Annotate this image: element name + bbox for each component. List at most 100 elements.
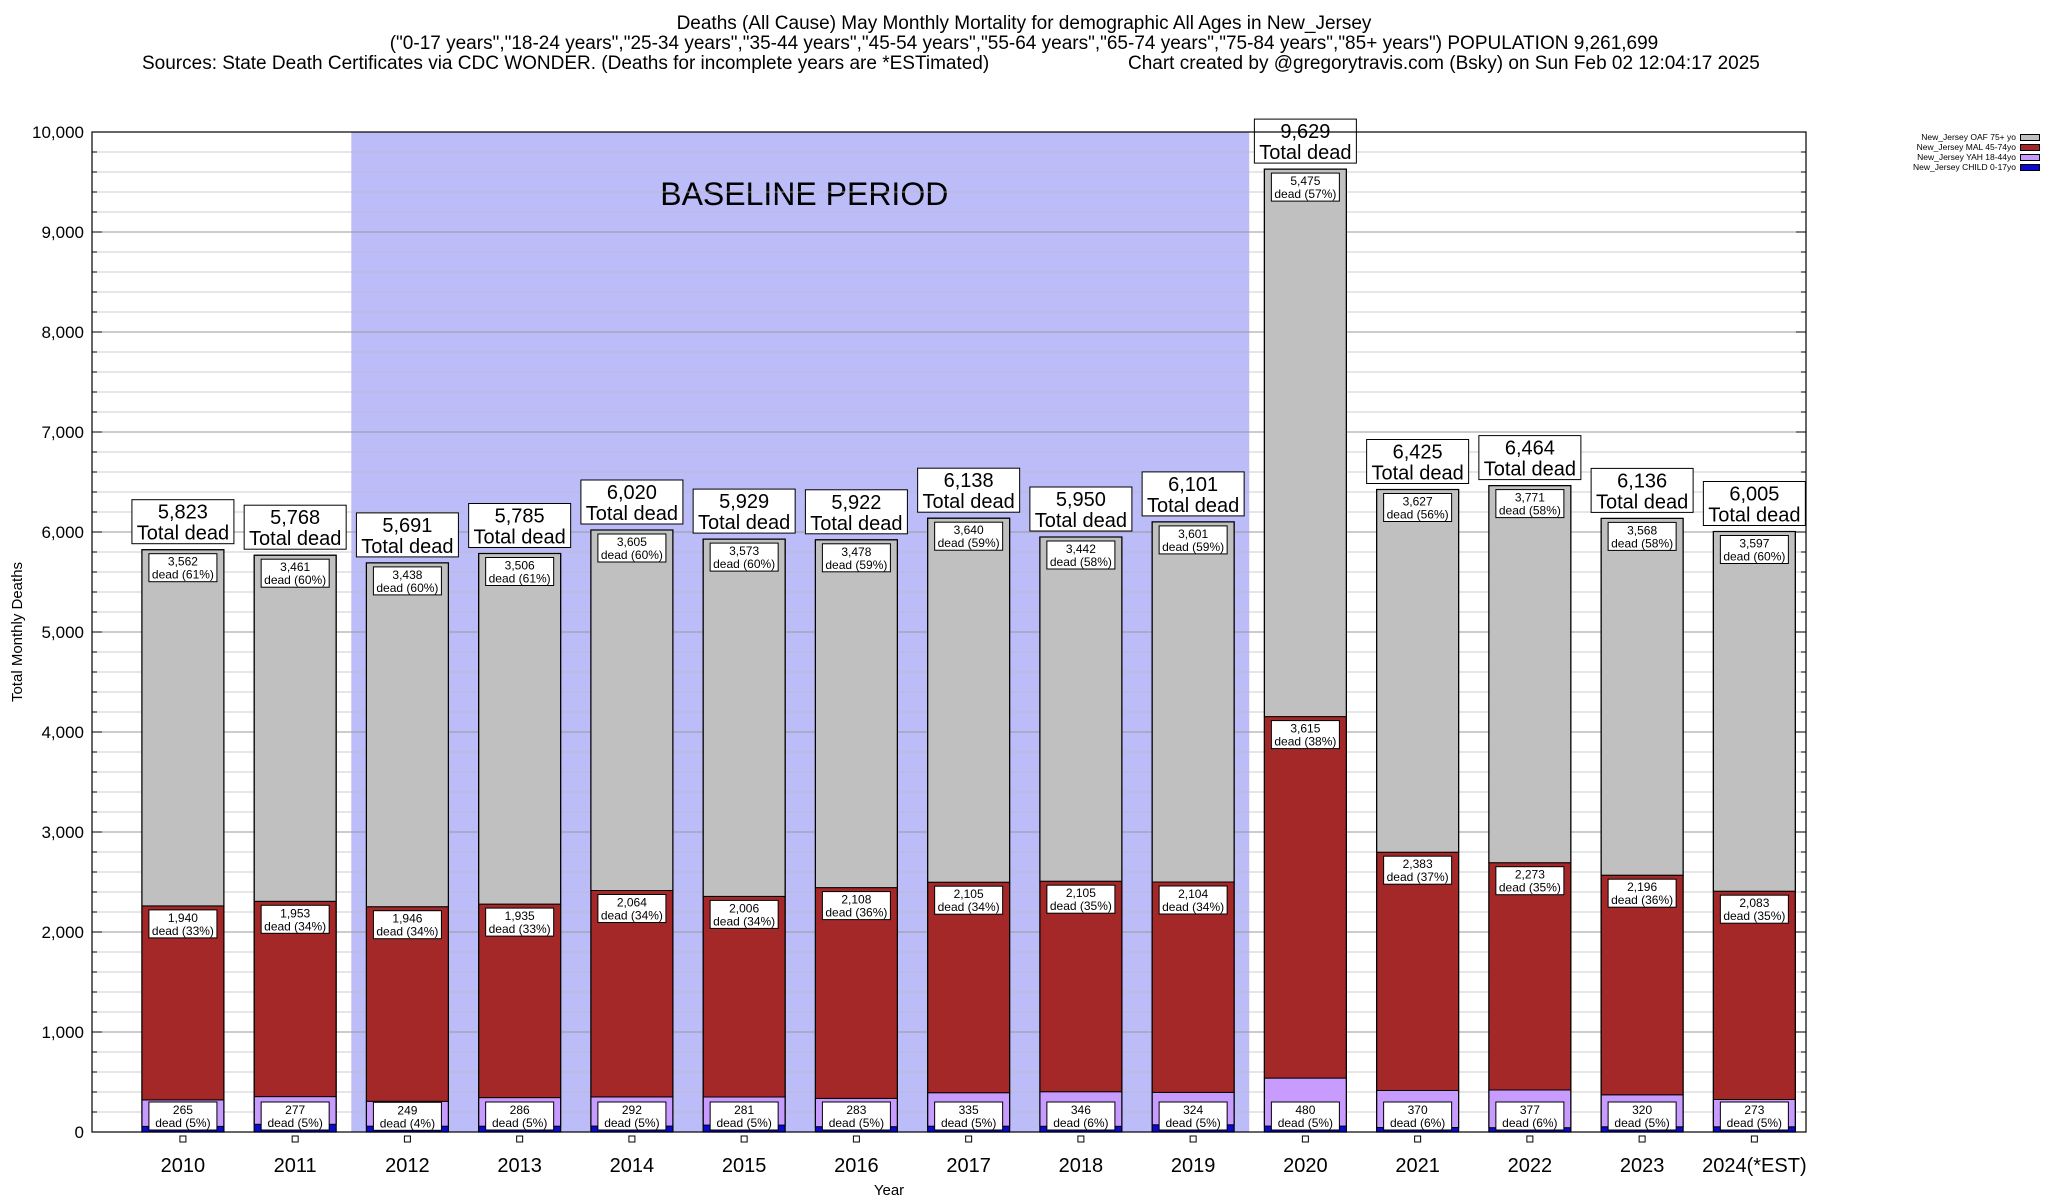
- bar-segment-oaf: [927, 517, 1011, 883]
- segment-pct-label: dead (6%): [1390, 1116, 1445, 1130]
- segment-label-box: [1495, 489, 1565, 519]
- total-label-box: [1366, 439, 1470, 484]
- segment-pct-label: dead (33%): [489, 922, 551, 936]
- total-value-label: 6,425: [1393, 442, 1443, 464]
- x-tick-label: 2021: [1395, 1155, 1440, 1177]
- bar-segment-mal: [1151, 881, 1235, 1093]
- segment-value-label: 2,104: [1178, 887, 1208, 901]
- x-tick-label: 2011: [274, 1155, 317, 1177]
- segment-value-label: 283: [846, 1103, 866, 1117]
- y-tick-label: 7,000: [41, 423, 84, 442]
- segment-pct-label: dead (58%): [1611, 536, 1673, 550]
- segment-value-label: 335: [959, 1103, 979, 1117]
- child-value-marker: [1526, 1135, 1534, 1143]
- segment-label-box: [597, 1101, 667, 1131]
- segment-value-label: 286: [510, 1103, 530, 1117]
- bar-segment-mal: [590, 890, 674, 1098]
- segment-label-box: [709, 1101, 779, 1131]
- segment-value-label: 292: [622, 1103, 642, 1117]
- legend-item-child: New_Jersey CHILD 0-17yo: [1860, 162, 2040, 172]
- segment-value-label: 2,108: [841, 893, 871, 907]
- segment-pct-label: dead (58%): [1499, 504, 1561, 518]
- segment-label-box: [260, 558, 330, 588]
- segment-label-box: [148, 553, 218, 583]
- chart-subtitle: ("0-17 years","18-24 years","25-34 years…: [389, 33, 1659, 54]
- segment-label-box: [597, 533, 667, 563]
- segment-label-box: [1270, 720, 1340, 750]
- segment-label-box: [372, 910, 442, 940]
- total-caption-label: Total dead: [474, 527, 566, 549]
- legend-swatch-oaf: [2020, 134, 2040, 141]
- segment-label-box: [1719, 535, 1789, 564]
- sources-note: Sources: State Death Certificates via CD…: [142, 53, 990, 74]
- segment-value-label: 2,105: [954, 887, 984, 901]
- total-label-box: [804, 489, 908, 535]
- segment-value-label: 2,064: [617, 896, 647, 910]
- segment-label-box: [1607, 521, 1677, 551]
- segment-label-box: [1383, 855, 1453, 885]
- child-value-marker: [1750, 1135, 1758, 1143]
- x-tick-label: 2023: [1620, 1155, 1665, 1177]
- segment-pct-label: dead (34%): [713, 914, 775, 928]
- total-label-box: [1702, 481, 1806, 526]
- total-value-label: 5,929: [719, 491, 769, 513]
- y-tick-label: 1,000: [41, 1023, 84, 1042]
- total-value-label: 6,464: [1505, 438, 1555, 460]
- total-value-label: 6,020: [607, 482, 657, 504]
- x-tick-label: 2024(*EST): [1702, 1155, 1807, 1177]
- segment-pct-label: dead (6%): [1502, 1116, 1557, 1130]
- segment-pct-label: dead (35%): [1050, 899, 1112, 913]
- legend-swatch-mal: [2020, 144, 2040, 151]
- total-value-label: 5,785: [495, 506, 545, 528]
- total-label-box: [1141, 471, 1245, 517]
- total-caption-label: Total dead: [1035, 510, 1127, 532]
- total-label-box: [355, 512, 459, 558]
- child-value-marker: [1077, 1135, 1085, 1143]
- legend-label-oaf: New_Jersey OAF 75+ yo: [1921, 132, 2016, 142]
- y-tick-label: 5,000: [41, 623, 84, 642]
- segment-value-label: 277: [285, 1103, 305, 1117]
- segment-pct-label: dead (6%): [1053, 1116, 1108, 1130]
- bar-segment-oaf: [141, 549, 225, 907]
- y-tick-label: 2,000: [41, 923, 84, 942]
- segment-label-box: [1607, 1101, 1677, 1131]
- segment-label-box: [1383, 493, 1453, 522]
- total-label-box: [580, 479, 684, 525]
- segment-value-label: 249: [397, 1103, 417, 1117]
- bar-segment-oaf: [253, 554, 337, 902]
- bar-segment-mal: [1263, 716, 1347, 1079]
- segment-value-label: 3,601: [1178, 527, 1208, 541]
- segment-value-label: 3,615: [1290, 722, 1320, 736]
- segment-pct-label: dead (5%): [604, 1116, 659, 1130]
- total-label-box: [1478, 435, 1582, 481]
- segment-label-box: [260, 1101, 330, 1131]
- child-value-marker: [1301, 1135, 1309, 1143]
- segment-pct-label: dead (34%): [601, 909, 663, 923]
- segment-pct-label: dead (57%): [1274, 187, 1336, 201]
- total-label-box: [243, 504, 347, 550]
- x-tick-label: 2017: [946, 1155, 991, 1177]
- bar-segment-mal: [253, 900, 337, 1098]
- total-value-label: 5,768: [270, 507, 320, 529]
- segment-value-label: 3,597: [1739, 537, 1769, 551]
- segment-value-label: 2,083: [1739, 896, 1769, 910]
- segment-pct-label: dead (59%): [938, 536, 1000, 550]
- segment-value-label: 3,573: [729, 544, 759, 558]
- bar-segment-mal: [1712, 890, 1796, 1101]
- x-axis-title: Year: [874, 1182, 904, 1199]
- segment-label-box: [821, 891, 891, 921]
- segment-label-box: [821, 543, 891, 573]
- child-value-marker: [403, 1135, 411, 1143]
- segment-label-box: [1270, 1101, 1340, 1131]
- legend-item-oaf: New_Jersey OAF 75+ yo: [1860, 132, 2040, 142]
- segment-label-box: [934, 521, 1004, 551]
- total-caption-label: Total dead: [922, 491, 1014, 513]
- segment-value-label: 3,478: [841, 545, 871, 559]
- total-label-box: [468, 503, 572, 548]
- total-caption-label: Total dead: [1259, 142, 1351, 164]
- child-value-marker: [1638, 1135, 1646, 1143]
- segment-value-label: 2,383: [1403, 857, 1433, 871]
- bar-segment-oaf: [814, 539, 898, 889]
- segment-value-label: 1,946: [392, 912, 422, 926]
- total-caption-label: Total dead: [1708, 505, 1800, 527]
